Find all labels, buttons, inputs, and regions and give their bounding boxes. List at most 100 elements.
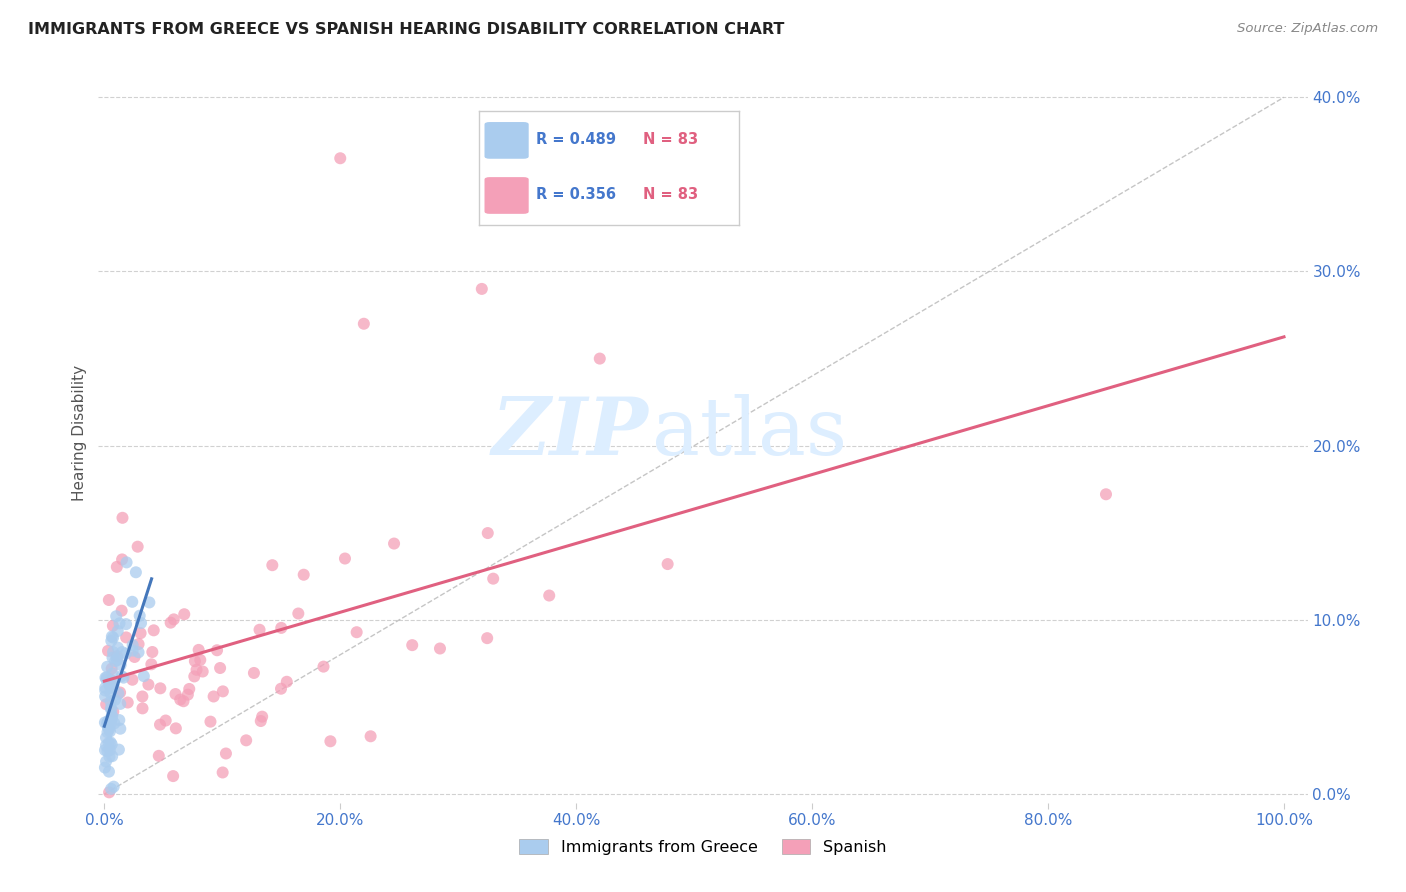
Point: [115, 631, 138, 645]
Point: [202, 690, 225, 704]
Point: [155, 714, 177, 728]
Point: [107, 686, 129, 700]
Point: [141, 645, 163, 659]
Point: [101, 680, 124, 694]
Point: [98, 722, 121, 736]
Point: [101, 650, 124, 665]
Point: [187, 643, 209, 657]
Point: [312, 659, 335, 673]
Point: [382, 536, 405, 550]
Point: [97, 721, 120, 735]
Point: [131, 701, 153, 715]
Text: Source: ZipAtlas.com: Source: ZipAtlas.com: [1237, 22, 1378, 36]
Point: [121, 673, 143, 687]
Text: atlas: atlas: [652, 393, 848, 472]
Point: [173, 694, 195, 708]
Point: [477, 526, 499, 541]
Point: [112, 671, 135, 685]
Point: [276, 674, 298, 689]
Point: [94, 743, 117, 757]
Point: [105, 649, 128, 664]
Point: [127, 540, 149, 554]
Point: [94, 681, 117, 695]
Point: [165, 687, 187, 701]
Point: [110, 722, 132, 736]
Point: [96, 716, 118, 731]
Point: [98, 743, 121, 757]
Point: [131, 690, 153, 704]
Point: [132, 669, 155, 683]
Point: [100, 673, 122, 687]
Point: [111, 645, 134, 659]
Point: [429, 641, 451, 656]
Point: [97, 764, 120, 779]
Point: [128, 608, 150, 623]
Point: [107, 624, 129, 638]
Point: [165, 722, 187, 736]
Point: [148, 748, 170, 763]
Point: [191, 665, 214, 679]
Point: [98, 678, 121, 692]
Point: [212, 684, 235, 698]
Point: [329, 151, 352, 165]
Point: [250, 709, 273, 723]
Point: [100, 703, 122, 717]
Point: [114, 647, 136, 661]
Point: [105, 651, 128, 665]
Point: [138, 677, 160, 691]
Point: [121, 638, 143, 652]
Point: [103, 679, 125, 693]
Point: [110, 697, 132, 711]
Point: [97, 719, 120, 733]
Text: ZIP: ZIP: [492, 394, 648, 471]
Point: [589, 351, 612, 366]
Point: [100, 781, 122, 796]
Point: [100, 716, 122, 731]
Point: [94, 739, 117, 753]
Point: [177, 688, 200, 702]
Point: [103, 780, 125, 794]
Point: [98, 724, 121, 739]
Point: [101, 645, 124, 659]
Point: [105, 653, 128, 667]
Point: [108, 616, 131, 631]
Point: [97, 714, 120, 729]
Point: [138, 595, 160, 609]
Point: [319, 734, 342, 748]
Point: [97, 644, 120, 658]
Point: [111, 552, 134, 566]
Point: [360, 729, 382, 743]
Point: [94, 731, 117, 745]
Point: [101, 666, 124, 681]
Point: [149, 681, 172, 696]
Point: [205, 643, 228, 657]
Y-axis label: Hearing Disability: Hearing Disability: [72, 365, 87, 500]
Point: [100, 633, 122, 648]
Point: [149, 717, 172, 731]
Point: [1095, 487, 1118, 501]
Point: [200, 714, 222, 729]
Point: [108, 742, 131, 756]
Point: [117, 696, 139, 710]
Point: [97, 736, 120, 750]
Point: [97, 714, 120, 728]
Legend: Immigrants from Greece, Spanish: Immigrants from Greece, Spanish: [513, 833, 893, 862]
Point: [209, 661, 232, 675]
Point: [96, 673, 118, 687]
Point: [94, 755, 117, 769]
Point: [100, 673, 122, 688]
Point: [105, 609, 128, 624]
Point: [188, 653, 211, 667]
Point: [94, 671, 117, 685]
Point: [179, 681, 201, 696]
Point: [100, 686, 122, 700]
Point: [215, 747, 238, 761]
Point: [100, 735, 122, 749]
Text: IMMIGRANTS FROM GREECE VS SPANISH HEARING DISABILITY CORRELATION CHART: IMMIGRANTS FROM GREECE VS SPANISH HEARIN…: [28, 22, 785, 37]
Point: [270, 681, 292, 696]
Point: [100, 713, 122, 727]
Point: [101, 709, 124, 723]
Point: [142, 624, 165, 638]
Point: [96, 744, 118, 758]
Point: [128, 645, 150, 659]
